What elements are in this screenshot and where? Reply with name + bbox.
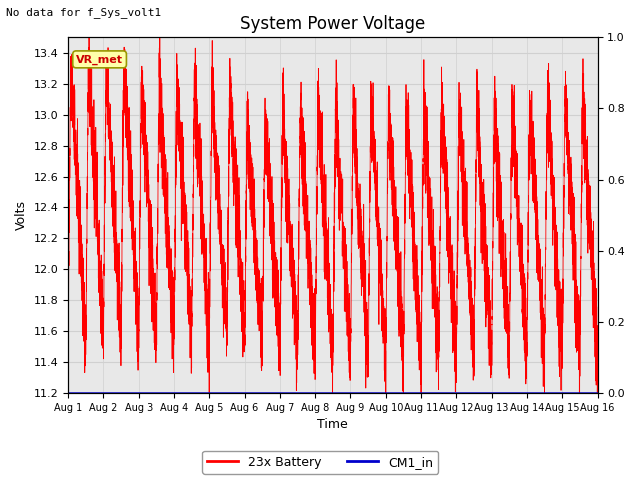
- X-axis label: Time: Time: [317, 419, 348, 432]
- Text: No data for f_Sys_volt1: No data for f_Sys_volt1: [6, 7, 162, 18]
- Text: VR_met: VR_met: [76, 54, 123, 64]
- Y-axis label: Volts: Volts: [15, 200, 28, 230]
- Title: System Power Voltage: System Power Voltage: [240, 15, 426, 33]
- Legend: 23x Battery, CM1_in: 23x Battery, CM1_in: [202, 451, 438, 474]
